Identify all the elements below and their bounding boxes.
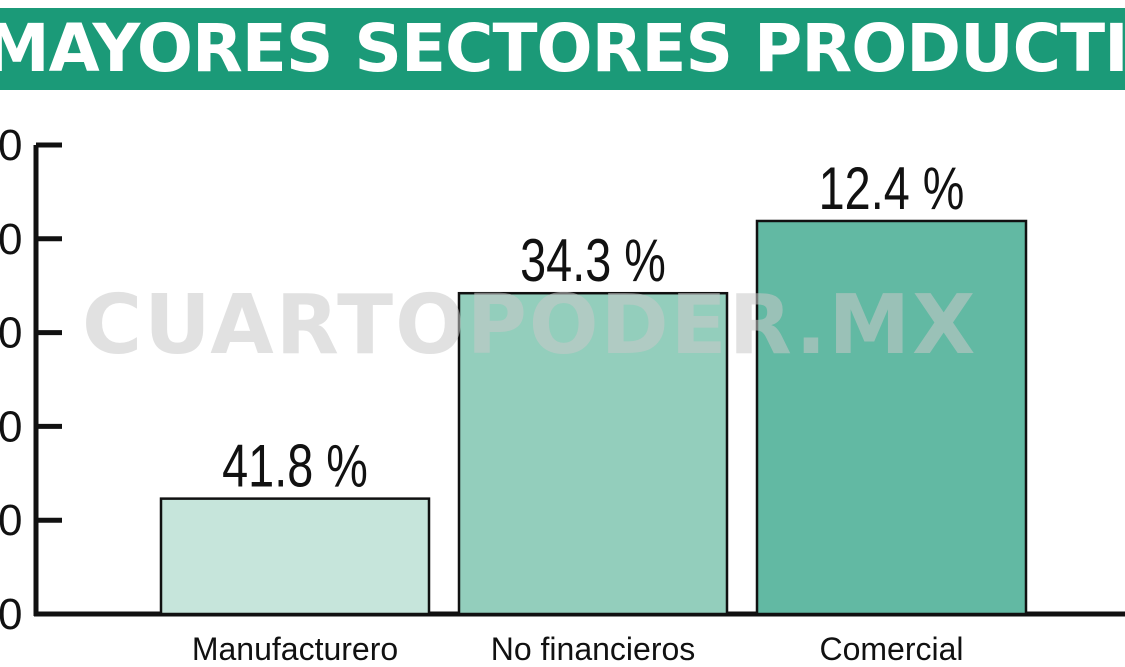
- x-tick-label: Comercial: [819, 631, 963, 667]
- title-banner: MAYORES SECTORES PRODUCTIVOS: [0, 8, 1125, 90]
- y-tick-label: 0: [0, 309, 22, 358]
- y-tick-label: 0: [0, 215, 22, 264]
- data-label: 34.3 %: [520, 228, 666, 295]
- chart-title: MAYORES SECTORES PRODUCTIVOS: [0, 10, 1125, 87]
- data-label: 41.8 %: [222, 433, 368, 500]
- x-tick-label: No financieros: [491, 631, 696, 667]
- bar-manufacturero: [159, 497, 431, 616]
- data-label: 12.4 %: [819, 155, 965, 222]
- y-tick-label: 0: [0, 121, 22, 170]
- bar-comercial: [755, 219, 1028, 616]
- y-tick-label: 0: [0, 590, 22, 639]
- y-tick-label: 0: [0, 402, 22, 451]
- bar-no-financieros: [457, 291, 729, 616]
- y-tick-label: 0: [0, 496, 22, 545]
- x-tick-label: Manufacturero: [192, 631, 398, 667]
- watermark: CUARTOPODER.MX: [82, 278, 978, 373]
